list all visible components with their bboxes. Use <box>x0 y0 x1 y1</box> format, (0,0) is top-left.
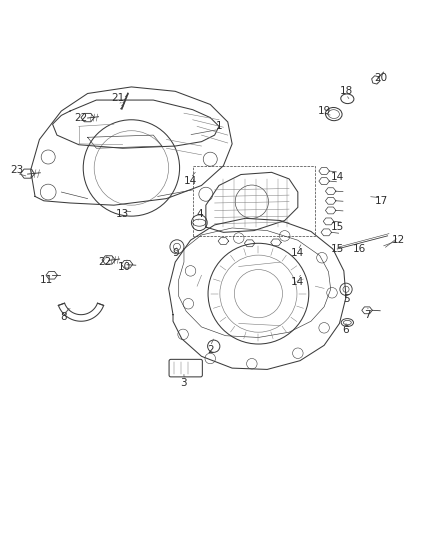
Text: 20: 20 <box>374 73 388 83</box>
Text: 14: 14 <box>291 248 304 259</box>
Text: 10: 10 <box>118 262 131 271</box>
Text: 14: 14 <box>184 176 197 186</box>
Text: 5: 5 <box>343 294 350 304</box>
Text: 23: 23 <box>10 165 23 175</box>
Text: 3: 3 <box>180 377 187 387</box>
Text: 17: 17 <box>374 196 388 206</box>
Text: 14: 14 <box>291 277 304 287</box>
Text: 19: 19 <box>318 106 331 116</box>
Text: 15: 15 <box>331 244 344 254</box>
Text: 2: 2 <box>207 345 214 355</box>
Text: 4: 4 <box>196 209 203 219</box>
Text: 14: 14 <box>331 172 344 182</box>
Text: 16: 16 <box>353 244 366 254</box>
Text: 11: 11 <box>39 274 53 285</box>
Text: 22: 22 <box>74 112 88 123</box>
Text: 6: 6 <box>343 325 350 335</box>
Text: 21: 21 <box>112 93 125 103</box>
Text: 8: 8 <box>60 312 67 322</box>
Text: 7: 7 <box>364 310 371 320</box>
Text: 22: 22 <box>99 257 112 267</box>
Text: 15: 15 <box>331 222 344 232</box>
Text: 12: 12 <box>392 235 405 245</box>
Text: 18: 18 <box>339 86 353 96</box>
Text: 13: 13 <box>116 209 129 219</box>
Text: 1: 1 <box>215 122 223 131</box>
Text: 9: 9 <box>172 248 179 259</box>
